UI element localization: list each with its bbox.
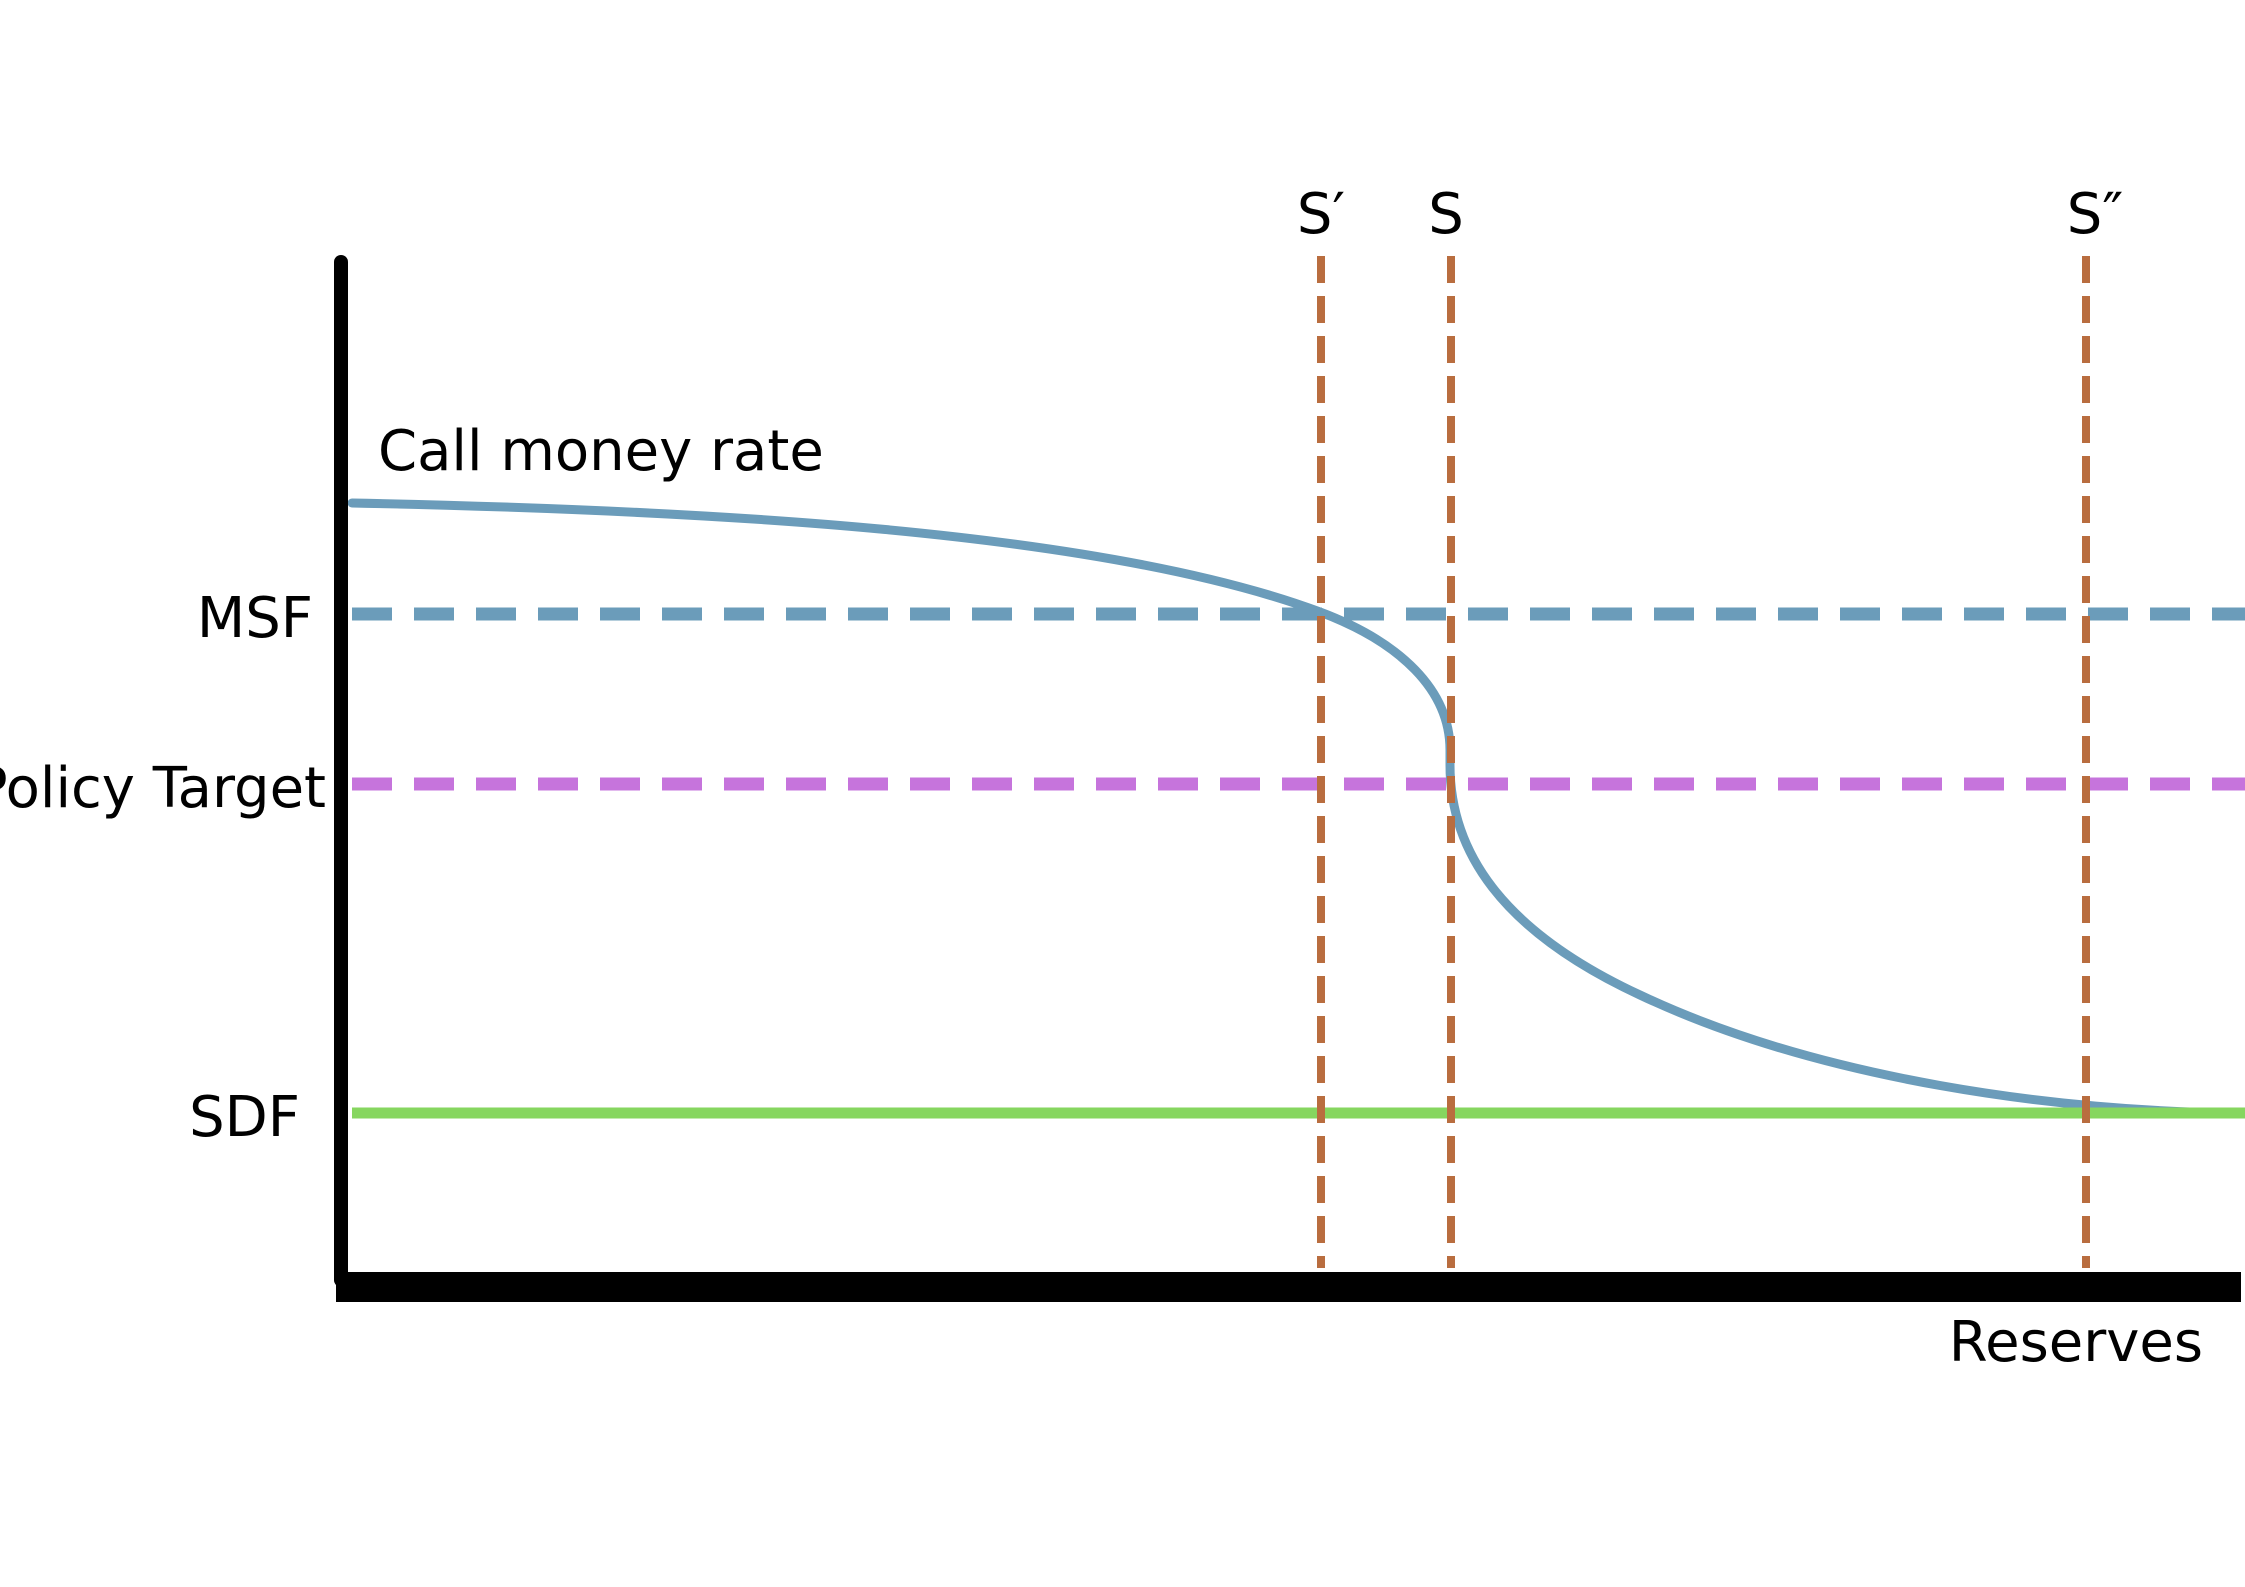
- x-axis-label: Reserves: [1949, 1310, 2203, 1375]
- msf-label: MSF: [197, 586, 313, 651]
- sdf-label: SDF: [189, 1085, 300, 1150]
- s-double-prime-label: S″: [2067, 182, 2123, 247]
- policy-target-label: Policy Target: [0, 756, 326, 821]
- s-label: S: [1428, 182, 1464, 247]
- reserve-demand-curve: [347, 498, 2245, 1118]
- s-prime-label: S′: [1297, 182, 1345, 247]
- y-axis-label: Call money rate: [378, 419, 824, 484]
